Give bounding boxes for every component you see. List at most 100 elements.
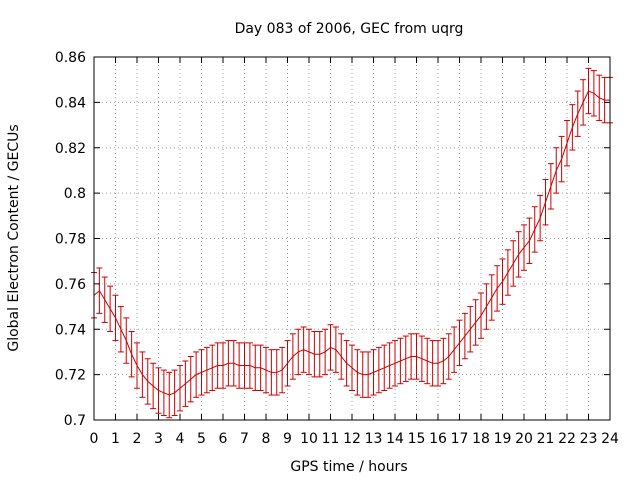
gec-error-bar: [418, 335, 425, 382]
x-tick-label: 12: [343, 431, 361, 447]
gec-error-bar: [456, 319, 463, 367]
gec-error-bar: [338, 333, 345, 380]
gec-error-bar: [306, 328, 312, 376]
x-tick-label: 3: [154, 431, 163, 447]
gec-error-bar: [526, 217, 533, 264]
gec-error-bar: [596, 74, 603, 122]
y-tick-label: 0.82: [55, 141, 86, 157]
gec-error-bar: [585, 67, 592, 115]
gec-error-bar: [187, 355, 194, 403]
gec-error-bar: [220, 342, 226, 389]
gec-error-bar: [574, 90, 581, 137]
x-tick-label: 1: [111, 431, 120, 447]
gec-error-bar: [246, 342, 253, 389]
gec-error-bar: [327, 324, 334, 371]
x-tick-label: 0: [90, 431, 99, 447]
x-tick-label: 4: [176, 431, 185, 447]
gec-error-bar: [402, 335, 409, 382]
gec-error-bar: [295, 328, 302, 376]
gec-error-bar: [580, 79, 587, 126]
gec-error-bar: [332, 326, 339, 373]
gec-error-bar: [564, 120, 570, 167]
y-axis-label: Global Electron Content / GECUs: [6, 124, 22, 351]
x-tick-label: 5: [197, 431, 206, 447]
gec-error-bar: [311, 331, 318, 378]
gec-error-bar: [279, 346, 286, 394]
x-tick-label: 8: [262, 431, 271, 447]
y-tick-label: 0.8: [64, 186, 86, 202]
gec-error-bar: [322, 328, 329, 376]
gec-error-bar: [601, 76, 608, 124]
x-tick-label: 15: [408, 431, 426, 447]
y-tick-label: 0.74: [55, 322, 86, 338]
x-axis-label: GPS time / hours: [290, 459, 407, 475]
gec-error-bar: [467, 306, 474, 353]
gec-error-bar: [128, 331, 135, 378]
gec-error-bar: [445, 333, 452, 380]
x-tick-label: 20: [515, 431, 533, 447]
gec-error-bar: [241, 342, 248, 389]
gec-error-bar: [370, 349, 377, 396]
gec-error-bar: [171, 369, 178, 416]
gec-error-bar: [107, 285, 114, 333]
gec-error-bar: [590, 70, 597, 117]
gec-error-bar: [150, 362, 157, 410]
tick-layer: 0 1 2 3 4 5 6 7 8 9 10 11 12 13 14 15 16 17 18 19 20 21 22 23 24…: [55, 50, 619, 447]
x-tick-label: 2: [133, 431, 142, 447]
series-layer: [91, 67, 613, 419]
gec-error-bar: [504, 249, 511, 296]
gec-error-bar: [365, 351, 372, 398]
x-tick-label: 21: [537, 431, 555, 447]
gec-error-bar: [478, 292, 484, 339]
gec-error-bar: [397, 337, 404, 385]
x-tick-label: 19: [494, 431, 512, 447]
y-tick-label: 0.76: [55, 277, 86, 293]
gec-error-bar: [268, 349, 275, 396]
gec-error-bar: [214, 342, 221, 389]
gec-error-bar: [193, 351, 200, 398]
gec-error-bar: [558, 135, 565, 183]
gec-error-bar: [300, 326, 307, 373]
gec-error-bar: [112, 294, 119, 342]
gec-error-bar: [209, 344, 216, 392]
gec-error-bar: [123, 317, 130, 364]
gec-error-bar: [166, 371, 173, 419]
gec-error-bar: [494, 265, 501, 312]
gec-error-bar: [499, 258, 506, 305]
x-tick-label: 18: [472, 431, 490, 447]
gec-error-bar: [144, 358, 151, 405]
x-tick-label: 9: [283, 431, 292, 447]
gec-error-bar: [257, 344, 264, 392]
gec-error-bar: [263, 346, 269, 394]
gec-error-bar: [472, 299, 479, 346]
gec-error-bar: [440, 337, 447, 385]
gec-error-bar: [139, 351, 146, 398]
gec-error-bar: [461, 312, 468, 360]
y-tick-label: 0.78: [55, 232, 86, 248]
gec-error-bar: [547, 163, 554, 210]
gec-error-bar: [521, 224, 527, 271]
gec-error-bar: [117, 306, 124, 353]
y-tick-label: 0.72: [55, 368, 86, 384]
gec-error-bar: [134, 342, 140, 389]
gec-error-bar: [225, 340, 232, 387]
gec-error-bar: [349, 344, 355, 392]
gec-error-bar: [515, 231, 522, 278]
gec-error-bar: [531, 206, 538, 253]
x-tick-label: 23: [580, 431, 598, 447]
gec-error-bar: [289, 333, 296, 380]
gec-error-bar: [429, 340, 436, 387]
gec-error-bar: [160, 369, 167, 416]
gec-error-bar: [273, 349, 280, 396]
gec-error-bar: [284, 340, 291, 387]
gec-error-bar: [155, 367, 162, 414]
x-tick-label: 16: [429, 431, 447, 447]
gec-error-bar: [451, 326, 458, 373]
gec-error-bar: [177, 365, 183, 412]
gec-error-bar: [252, 344, 259, 392]
gec-error-bar: [316, 331, 323, 378]
gec-error-bar: [569, 104, 576, 151]
gec-error-bar: [198, 349, 205, 396]
gec-error-bar: [488, 274, 495, 321]
